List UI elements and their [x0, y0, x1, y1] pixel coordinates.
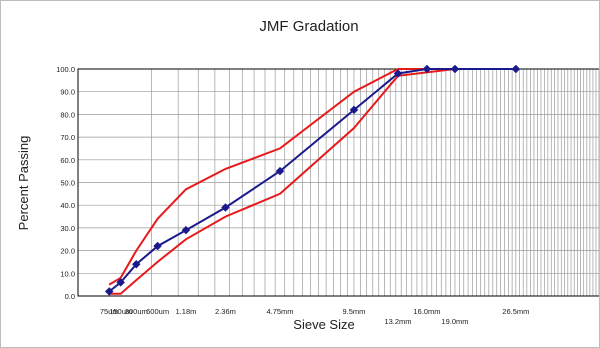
y-tick-label: 90.0 — [60, 88, 75, 97]
y-tick-label: 50.0 — [60, 179, 75, 188]
gradation-series-line — [108, 68, 516, 293]
limit-series-line — [109, 68, 456, 295]
y-tick-label: 40.0 — [60, 201, 75, 210]
x-tick-label: 26.5mm — [502, 307, 529, 316]
y-tick-label: 70.0 — [60, 133, 75, 142]
gradation-point-marker — [393, 69, 403, 78]
y-axis-title: Percent Passing — [16, 136, 31, 231]
gradation-point-marker — [131, 259, 141, 269]
y-tick-label: 80.0 — [60, 110, 75, 119]
chart-title: JMF Gradation — [259, 18, 358, 35]
x-tick-label: 16.0mm — [413, 307, 440, 316]
x-tick-label: 150um — [109, 307, 132, 316]
x-tick-label: 2.36m — [215, 307, 236, 316]
x-tick-label: 19.0mm — [441, 317, 468, 326]
x-tick-label: 300um — [125, 307, 148, 316]
gradation-point-marker — [450, 64, 460, 74]
x-tick-label: 1.18m — [176, 307, 197, 316]
gradation-point-marker — [153, 241, 162, 251]
gradation-point-marker — [349, 105, 359, 115]
x-tick-label: 4.75mm — [266, 307, 293, 316]
gradation-point-marker — [221, 203, 230, 212]
limit-series-line — [108, 68, 455, 286]
y-tick-label: 100.0 — [56, 65, 75, 74]
gradation-point-marker — [181, 225, 191, 235]
y-tick-label: 30.0 — [60, 224, 75, 233]
x-axis-title: Sieve Size — [293, 317, 354, 332]
plot-area-border — [77, 68, 599, 297]
y-tick-label: 0.0 — [65, 292, 75, 301]
gradation-point-marker — [422, 64, 432, 74]
y-tick-label: 20.0 — [60, 247, 75, 256]
gradation-point-marker — [104, 287, 114, 296]
x-tick-label: 600um — [146, 307, 169, 316]
y-tick-label: 10.0 — [60, 269, 75, 278]
x-tick-label: 9.5mm — [342, 307, 365, 316]
gradation-point-marker — [511, 64, 521, 74]
x-tick-label: 75um — [100, 307, 119, 316]
gradation-point-marker — [275, 166, 285, 176]
gradation-point-marker — [116, 278, 126, 287]
y-tick-label: 60.0 — [60, 156, 75, 165]
x-tick-label: 13.2mm — [384, 317, 411, 326]
